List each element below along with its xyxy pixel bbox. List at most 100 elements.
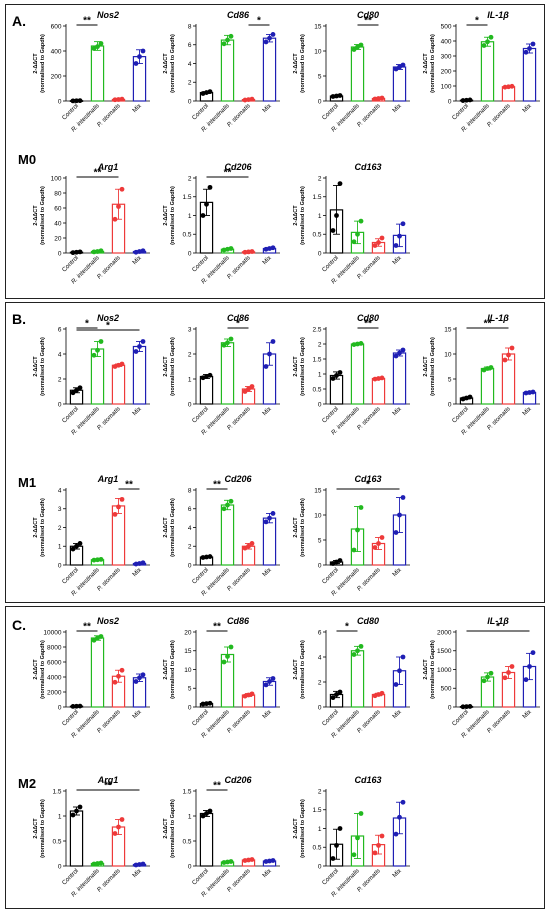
panel-c: C. M2 bbox=[5, 606, 545, 909]
data-point bbox=[379, 235, 385, 241]
y-tick-label: 0 bbox=[58, 562, 62, 569]
data-point bbox=[200, 555, 206, 560]
data-point bbox=[200, 213, 206, 218]
data-point bbox=[334, 213, 339, 218]
data-point bbox=[98, 556, 104, 562]
y-axis-sublabel: (normalised to Gapdh) bbox=[430, 34, 436, 93]
data-point bbox=[221, 41, 227, 47]
y-tick-label: 0 bbox=[448, 401, 452, 408]
y-axis-label: 2-ΔΔCT bbox=[33, 356, 39, 377]
y-tick-label: 5 bbox=[318, 537, 322, 544]
x-tick-label: Control bbox=[321, 566, 340, 585]
y-axis-sublabel: (normalised to Gapdh) bbox=[430, 337, 436, 396]
significance-label: * bbox=[236, 319, 240, 330]
y-axis-label: 2-ΔΔCT bbox=[293, 517, 299, 538]
data-point bbox=[246, 857, 251, 863]
data-point bbox=[509, 664, 515, 669]
bar bbox=[199, 812, 214, 867]
data-point bbox=[98, 339, 104, 344]
x-tick-label: Mix bbox=[391, 566, 403, 578]
data-point bbox=[74, 703, 79, 709]
y-tick-label: 200 bbox=[441, 68, 452, 75]
data-point bbox=[358, 505, 364, 510]
data-point bbox=[355, 835, 360, 841]
y-axis-sublabel: (normalised to Gapdh) bbox=[300, 640, 306, 699]
data-point bbox=[228, 859, 234, 864]
chart-title: Arg1 bbox=[97, 162, 119, 172]
y-tick-label: 60 bbox=[54, 205, 62, 212]
y-axis-label: 2-ΔΔCT bbox=[163, 53, 169, 74]
y-tick-label: 0.5 bbox=[182, 838, 191, 845]
x-tick-label: Control bbox=[321, 254, 340, 273]
y-tick-label: 0 bbox=[318, 562, 322, 569]
chart-title: IL-1β bbox=[487, 10, 509, 20]
data-point bbox=[91, 637, 97, 643]
y-tick-label: 0 bbox=[58, 250, 62, 257]
data-point bbox=[400, 654, 406, 660]
y-tick-label: 4 bbox=[188, 525, 192, 532]
data-point bbox=[488, 365, 494, 370]
data-point bbox=[267, 679, 272, 684]
chart-title: IL-1β bbox=[487, 313, 509, 323]
y-tick-label: 3 bbox=[188, 326, 192, 333]
data-point bbox=[334, 373, 339, 378]
x-tick-label: Control bbox=[191, 102, 210, 121]
significance-label: ** bbox=[364, 16, 372, 27]
y-tick-label: 20 bbox=[184, 629, 192, 636]
x-tick-label: Mix bbox=[261, 708, 273, 720]
x-tick-label: Mix bbox=[261, 566, 273, 578]
x-tick-label: Control bbox=[451, 708, 470, 727]
data-point bbox=[204, 701, 209, 707]
x-tick-label: Control bbox=[321, 102, 340, 121]
data-point bbox=[372, 96, 378, 102]
significance-label: ** bbox=[83, 16, 91, 27]
x-tick-label: Control bbox=[61, 254, 80, 273]
data-point bbox=[70, 390, 76, 396]
data-point bbox=[140, 861, 146, 867]
data-point bbox=[523, 390, 529, 396]
x-tick-label: Control bbox=[191, 254, 210, 273]
y-axis-label: 2-ΔΔCT bbox=[423, 53, 429, 74]
y-tick-label: 1.5 bbox=[52, 788, 61, 795]
y-tick-label: 1 bbox=[188, 376, 192, 383]
data-point bbox=[506, 84, 511, 90]
data-point bbox=[397, 350, 402, 356]
significance-label: * bbox=[85, 319, 89, 330]
data-point bbox=[91, 861, 97, 867]
data-point bbox=[95, 347, 100, 353]
y-axis-label: 2-ΔΔCT bbox=[163, 205, 169, 226]
chart-title: Arg1 bbox=[97, 775, 119, 785]
data-point bbox=[379, 95, 385, 101]
y-tick-label: 0.5 bbox=[312, 845, 321, 852]
data-point bbox=[112, 97, 118, 103]
y-tick-label: 2 bbox=[188, 80, 192, 87]
y-tick-label: 400 bbox=[441, 38, 452, 45]
bar-chart: Cd80 2-ΔΔCT (normalised to Gapdh) 0 5 10 15 Con… bbox=[293, 10, 410, 133]
data-point bbox=[523, 49, 529, 55]
y-tick-label: 0 bbox=[448, 704, 452, 711]
bar-chart: Cd206 2-ΔΔCT (normalised to Gapdh) 0 2 4 6 8 Con… bbox=[163, 474, 280, 597]
data-point bbox=[249, 691, 255, 697]
y-axis-label: 2-ΔΔCT bbox=[293, 659, 299, 680]
y-tick-label: 1 bbox=[188, 213, 192, 220]
data-point bbox=[379, 375, 385, 381]
y-tick-label: 200 bbox=[51, 73, 62, 80]
data-point bbox=[488, 670, 494, 676]
y-tick-label: 4 bbox=[58, 351, 62, 358]
x-tick-label: Control bbox=[61, 566, 80, 585]
data-point bbox=[207, 372, 213, 378]
y-axis-label: 2-ΔΔCT bbox=[33, 53, 39, 74]
data-point bbox=[70, 812, 76, 818]
bar bbox=[90, 637, 105, 708]
data-point bbox=[481, 678, 487, 684]
data-point bbox=[376, 240, 381, 245]
x-tick-label: Mix bbox=[131, 405, 143, 417]
data-point bbox=[225, 37, 230, 43]
y-tick-label: 1.5 bbox=[182, 788, 191, 795]
chart-title: IL-1β bbox=[487, 616, 509, 626]
data-point bbox=[530, 41, 536, 47]
data-point bbox=[207, 554, 213, 559]
y-tick-label: 0 bbox=[318, 401, 322, 408]
data-point bbox=[74, 98, 79, 104]
data-point bbox=[263, 859, 269, 864]
